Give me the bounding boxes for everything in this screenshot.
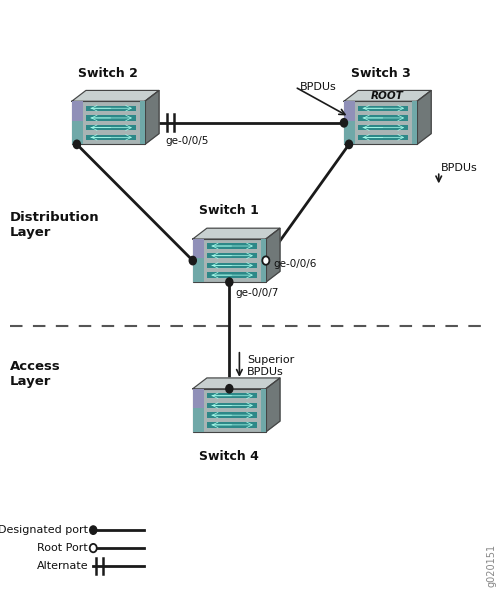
Bar bbox=[193, 389, 204, 408]
Text: ROOT: ROOT bbox=[371, 91, 404, 101]
Text: Superior
BPDUs: Superior BPDUs bbox=[247, 355, 294, 377]
Bar bbox=[72, 101, 145, 144]
Bar bbox=[193, 408, 204, 432]
Bar bbox=[358, 135, 408, 140]
Bar bbox=[207, 253, 257, 258]
Bar bbox=[86, 125, 136, 131]
Polygon shape bbox=[145, 90, 159, 144]
Bar bbox=[86, 135, 136, 140]
Polygon shape bbox=[344, 90, 431, 101]
Text: Switch 1: Switch 1 bbox=[200, 204, 259, 217]
Bar bbox=[207, 263, 257, 268]
Bar bbox=[344, 101, 417, 144]
Bar bbox=[207, 422, 257, 428]
Circle shape bbox=[74, 140, 81, 149]
Text: Switch 3: Switch 3 bbox=[351, 66, 410, 80]
Bar bbox=[344, 101, 355, 120]
Bar bbox=[86, 105, 136, 111]
Bar bbox=[207, 413, 257, 418]
Text: BPDUs: BPDUs bbox=[300, 82, 337, 92]
Bar bbox=[193, 239, 204, 258]
Bar bbox=[207, 393, 257, 398]
Polygon shape bbox=[417, 90, 431, 144]
Text: Switch 4: Switch 4 bbox=[200, 450, 259, 463]
Bar bbox=[412, 101, 417, 144]
Bar bbox=[358, 115, 408, 120]
Bar bbox=[261, 389, 266, 432]
Bar bbox=[207, 273, 257, 278]
Text: ge-0/0/7: ge-0/0/7 bbox=[235, 288, 279, 298]
Bar bbox=[86, 115, 136, 120]
Bar bbox=[207, 403, 257, 408]
Bar bbox=[344, 120, 355, 144]
Circle shape bbox=[226, 278, 233, 286]
Bar bbox=[358, 125, 408, 131]
Polygon shape bbox=[266, 228, 280, 282]
Text: ge-0/0/5: ge-0/0/5 bbox=[165, 136, 209, 146]
Polygon shape bbox=[266, 378, 280, 432]
Circle shape bbox=[226, 385, 233, 393]
Bar bbox=[193, 239, 266, 282]
Bar bbox=[72, 101, 83, 120]
Circle shape bbox=[341, 119, 348, 127]
Circle shape bbox=[345, 140, 353, 149]
Text: ge-0/0/6: ge-0/0/6 bbox=[273, 259, 317, 268]
Circle shape bbox=[262, 256, 269, 265]
Bar bbox=[193, 389, 266, 432]
Text: Root Port: Root Port bbox=[37, 543, 88, 553]
Circle shape bbox=[90, 544, 97, 552]
Circle shape bbox=[90, 526, 97, 534]
Bar bbox=[358, 105, 408, 111]
Text: Designated port: Designated port bbox=[0, 525, 88, 535]
Bar bbox=[72, 120, 83, 144]
Bar bbox=[261, 239, 266, 282]
Polygon shape bbox=[193, 228, 280, 239]
Text: Distribution
Layer: Distribution Layer bbox=[10, 211, 100, 238]
Text: Access
Layer: Access Layer bbox=[10, 361, 61, 388]
Bar bbox=[140, 101, 145, 144]
Text: BPDUs: BPDUs bbox=[442, 164, 478, 173]
Bar bbox=[207, 243, 257, 249]
Polygon shape bbox=[193, 378, 280, 389]
Bar bbox=[193, 258, 204, 282]
Polygon shape bbox=[72, 90, 159, 101]
Text: Switch 2: Switch 2 bbox=[79, 66, 138, 80]
Text: g020151: g020151 bbox=[486, 544, 496, 587]
Circle shape bbox=[189, 256, 196, 265]
Text: Alternate: Alternate bbox=[37, 561, 88, 571]
